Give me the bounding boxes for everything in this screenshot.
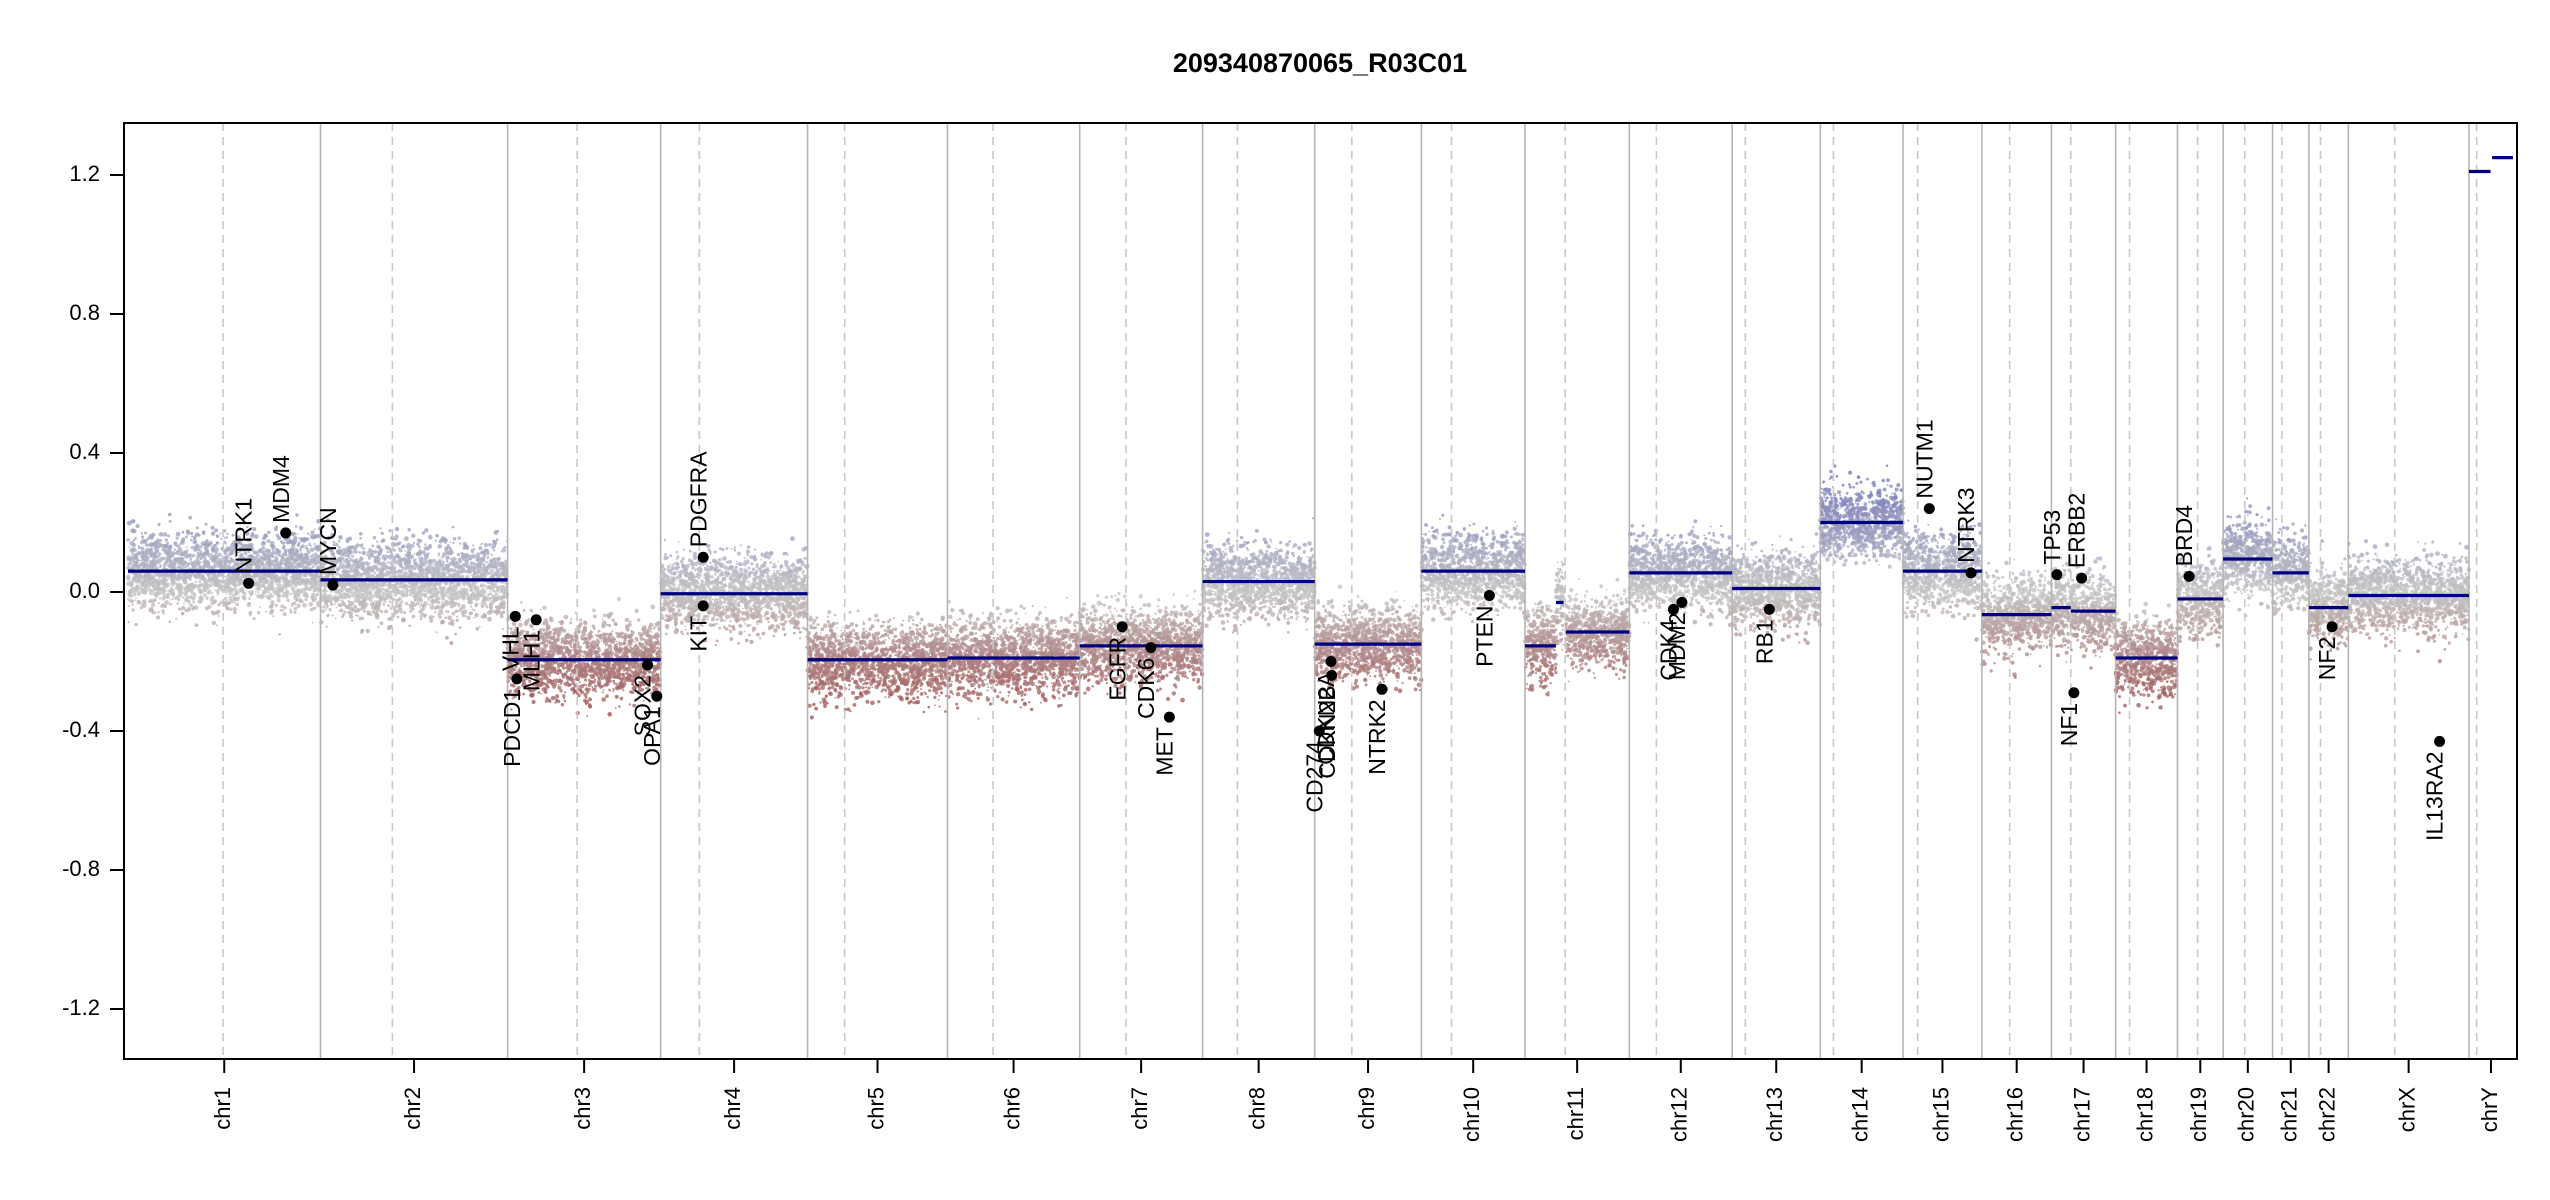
gene-label: EGFR	[1104, 637, 1130, 701]
x-tick-label: chr19	[2186, 1087, 2211, 1142]
gene-point	[327, 580, 338, 591]
chart-title: 209340870065_R03C01	[1173, 48, 1467, 78]
x-tick-label: chr6	[999, 1087, 1024, 1130]
copy-number-plot: 209340870065_R03C01 NTRK1MDM4MYCNVHLPDCD…	[0, 0, 2550, 1200]
gene-label: IL13RA2	[2422, 751, 2448, 841]
gene-point	[1924, 503, 1935, 514]
gene-label: TP53	[2039, 510, 2065, 565]
gene-label: ERBB2	[2064, 493, 2090, 568]
gene-point	[698, 600, 709, 611]
gene-point	[1117, 621, 1128, 632]
x-tick-label: chr12	[1667, 1087, 1692, 1142]
x-tick-label: chr13	[1762, 1087, 1787, 1142]
gene-label: NUTM1	[1911, 419, 1937, 498]
gene-label: NTRK2	[1364, 699, 1390, 774]
x-tick-label: chr21	[2277, 1087, 2302, 1142]
x-tick-label: chr4	[720, 1087, 745, 1130]
gene-point	[651, 691, 662, 702]
gene-label: KIT	[685, 616, 711, 652]
gene-point	[1325, 656, 1336, 667]
gene-label: OPA1	[639, 706, 665, 766]
x-tick-label: chrX	[2394, 1087, 2419, 1133]
gene-point	[1764, 604, 1775, 615]
probe-points	[126, 464, 2471, 719]
x-tick-label: chr14	[1847, 1087, 1872, 1142]
gene-label: NTRK3	[1953, 487, 1979, 562]
gene-point	[2184, 571, 2195, 582]
y-tick-label: -0.4	[62, 717, 100, 742]
gene-label: RB1	[1751, 619, 1777, 664]
y-tick-label: 0.8	[69, 300, 100, 325]
x-tick-label: chr1	[210, 1087, 235, 1130]
gene-label: MDM2	[1664, 612, 1690, 680]
gene-point	[2327, 621, 2338, 632]
x-tick-label: chr10	[1459, 1087, 1484, 1142]
x-tick-label: chr18	[2132, 1087, 2157, 1142]
gene-label: NF2	[2314, 637, 2340, 680]
gene-point	[510, 611, 521, 622]
gene-label: MYCN	[315, 507, 341, 575]
gene-point	[2068, 687, 2079, 698]
gene-point	[2434, 736, 2445, 747]
y-tick-label: 0.4	[69, 439, 100, 464]
gene-point	[2051, 569, 2062, 580]
y-tick-label: 0.0	[69, 578, 100, 603]
y-tick-label: -1.2	[62, 995, 100, 1020]
x-tick-label: chr22	[2314, 1087, 2339, 1142]
x-tick-label: chr17	[2069, 1087, 2094, 1142]
segment-lines	[128, 158, 2513, 660]
gene-point	[1145, 642, 1156, 653]
x-tick-label: chr3	[570, 1087, 595, 1130]
gene-point	[1376, 684, 1387, 695]
x-tick-label: chr11	[1563, 1087, 1588, 1140]
gene-label: MLH1	[518, 630, 544, 691]
gene-label: BRD4	[2171, 505, 2197, 567]
gene-point	[1966, 567, 1977, 578]
gene-point	[698, 552, 709, 563]
x-tick-label: chr15	[1928, 1087, 1953, 1142]
y-tick-label: 1.2	[69, 161, 100, 186]
x-tick-label: chr2	[400, 1087, 425, 1130]
gene-point	[243, 578, 254, 589]
y-tick-label: -0.8	[62, 856, 100, 881]
x-tick-label: chr16	[2002, 1087, 2027, 1142]
gene-label: PTEN	[1471, 605, 1497, 666]
gene-label: NF1	[2056, 703, 2082, 746]
gene-label: PDGFRA	[685, 451, 711, 548]
gene-point	[1484, 590, 1495, 601]
x-tick-label: chr7	[1127, 1087, 1152, 1130]
x-tick-label: chr9	[1354, 1087, 1379, 1130]
gene-label: MET	[1151, 727, 1177, 776]
x-tick-label: chr5	[863, 1087, 888, 1130]
gene-label: NTRK1	[231, 498, 257, 573]
gene-point	[280, 527, 291, 538]
gene-point	[1326, 670, 1337, 681]
gene-label: CDKN2B	[1314, 685, 1340, 778]
gene-label: CDK6	[1133, 658, 1159, 719]
gene-point	[642, 659, 653, 670]
x-tick-label: chr8	[1244, 1087, 1269, 1130]
chromosome-lines	[223, 123, 2477, 1059]
gene-point	[1676, 597, 1687, 608]
gene-label: PDCD1	[499, 689, 525, 767]
gene-point	[531, 614, 542, 625]
x-tick-label: chr20	[2234, 1087, 2259, 1142]
gene-point	[1164, 712, 1175, 723]
gene-label: MDM4	[268, 455, 294, 523]
gene-point	[2076, 573, 2087, 584]
x-tick-label: chrY	[2477, 1087, 2502, 1133]
